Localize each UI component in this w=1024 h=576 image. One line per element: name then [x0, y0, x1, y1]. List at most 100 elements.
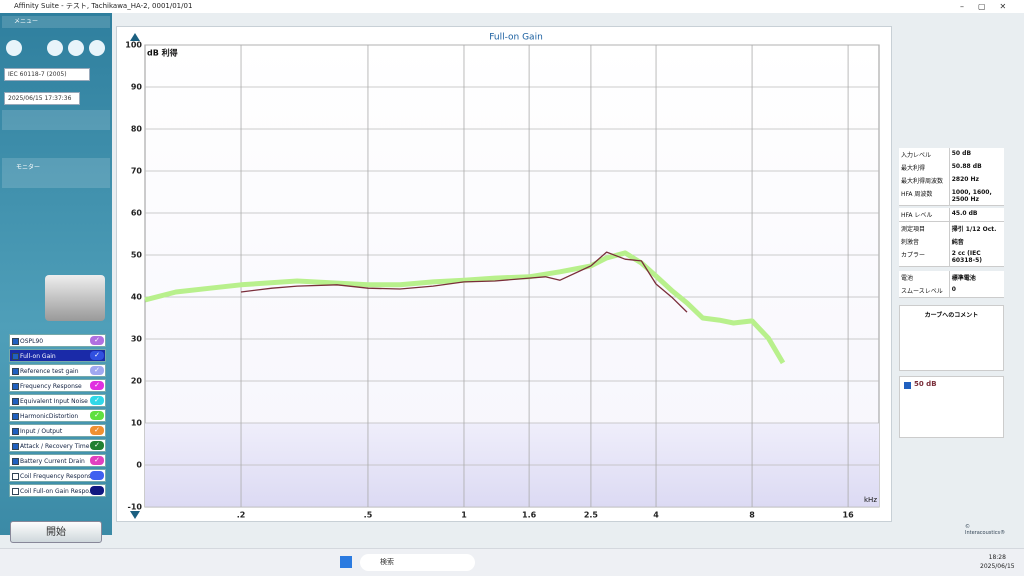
- test-item[interactable]: Full-on Gain ✓: [9, 349, 106, 362]
- test-item[interactable]: Equivalent Input Noise ✓: [9, 394, 106, 407]
- test-item[interactable]: HarmonicDistortion ✓: [9, 409, 106, 422]
- chart-panel: Full-on Gain -10 0 10 20 30 40 50 60 70 80 90 100 .2…: [116, 26, 892, 522]
- x-tick-label: 4: [653, 511, 659, 520]
- info-value: 50 dB: [951, 150, 972, 157]
- info-row: 電池 標準電池: [899, 271, 1004, 285]
- info-key: 電池: [899, 271, 950, 284]
- y-tick-label: 90: [131, 83, 143, 92]
- checkbox[interactable]: [12, 473, 19, 480]
- ear-icon[interactable]: [6, 40, 22, 56]
- toolbar: [2, 110, 110, 130]
- series-line: [144, 250, 786, 365]
- color-swatch: ✓: [90, 351, 104, 360]
- start-button[interactable]: 開始: [10, 521, 102, 543]
- test-item[interactable]: Coil Full-on Gain Respo...: [9, 484, 106, 497]
- y-tick-label: -10: [128, 503, 143, 512]
- checkbox[interactable]: [12, 428, 19, 435]
- test-label: HarmonicDistortion: [20, 413, 79, 420]
- checkbox[interactable]: [12, 458, 19, 465]
- info-value: 0: [951, 286, 956, 293]
- test-item[interactable]: Frequency Response ✓: [9, 379, 106, 392]
- y-tick-label: 20: [131, 377, 143, 386]
- legend-checkbox[interactable]: [904, 382, 911, 389]
- start-icon[interactable]: [340, 556, 352, 568]
- checkbox[interactable]: [12, 368, 19, 375]
- test-item[interactable]: Battery Current Drain ✓: [9, 454, 106, 467]
- title-bar: Affinity Suite - テスト, Tachikawa_HA-2, 00…: [0, 0, 1024, 13]
- test-label: Coil Frequency Response: [20, 473, 95, 480]
- test-label: Attack / Recovery Time: [20, 443, 90, 450]
- x-tick-label: 16: [843, 511, 855, 520]
- y-tick-label: 70: [131, 167, 143, 176]
- info-value: 45.0 dB: [951, 210, 978, 217]
- info-value: 1000, 1600, 2500 Hz: [951, 189, 992, 203]
- test-label: OSPL90: [20, 338, 44, 345]
- info-key: 測定項目: [899, 222, 950, 235]
- color-swatch: ✓: [90, 411, 104, 420]
- y-tick-label: 40: [131, 293, 143, 302]
- right-panel: 入力レベル 50 dB 最大利得 50.88 dB 最大利得周波数 2820 Hz HFA …: [895, 26, 1010, 536]
- test-label: Frequency Response: [20, 383, 82, 390]
- legend-label: 50 dB: [914, 380, 937, 388]
- test-item[interactable]: Attack / Recovery Time ✓: [9, 439, 106, 452]
- tool-icon[interactable]: [89, 40, 105, 56]
- standard-select[interactable]: IEC 60118-7 (2005): [4, 68, 90, 81]
- copyright: © Interacoustics®: [965, 524, 1006, 536]
- y-axis-arrow-down: [130, 511, 140, 519]
- color-swatch: [90, 486, 104, 495]
- x-tick-label: 1: [461, 511, 467, 520]
- menu-button[interactable]: メニュー: [2, 16, 110, 28]
- info-row: HFA レベル 45.0 dB: [899, 208, 1004, 222]
- tool-icon[interactable]: [47, 40, 63, 56]
- color-swatch: [90, 471, 104, 480]
- checkbox[interactable]: [12, 488, 19, 495]
- test-label: Battery Current Drain: [20, 458, 85, 465]
- x-tick-label: 2.5: [584, 511, 599, 520]
- y-tick-label: 0: [136, 461, 142, 470]
- info-key: 入力レベル: [899, 148, 950, 161]
- info-key: カプラー: [899, 248, 950, 266]
- chart-title: Full-on Gain: [489, 33, 543, 43]
- info-key: HFA 周波数: [899, 187, 950, 205]
- test-item[interactable]: OSPL90 ✓: [9, 334, 106, 347]
- search-box[interactable]: 検索: [360, 554, 475, 571]
- color-swatch: ✓: [90, 336, 104, 345]
- test-label: Coil Full-on Gain Respo...: [20, 488, 95, 495]
- date-select[interactable]: 2025/06/15 17:37:36: [4, 92, 80, 105]
- test-label: Input / Output: [20, 428, 63, 435]
- checkbox[interactable]: [12, 338, 19, 345]
- x-tick-label: .2: [237, 511, 246, 520]
- test-item[interactable]: Reference test gain ✓: [9, 364, 106, 377]
- y-axis-arrow-up: [130, 33, 140, 41]
- info-value: 2 cc (IEC 60318-5): [951, 250, 982, 264]
- info-row: スムースレベル 0: [899, 284, 1004, 298]
- info-value: 50.88 dB: [951, 163, 982, 170]
- color-swatch: ✓: [90, 441, 104, 450]
- info-row: 最大利得 50.88 dB: [899, 161, 1004, 175]
- y-axis-label: dB 利得: [147, 48, 178, 58]
- taskbar: 検索 18:28 2025/06/15: [0, 548, 1024, 576]
- checkbox[interactable]: [12, 413, 19, 420]
- color-swatch: ✓: [90, 426, 104, 435]
- info-value: 2820 Hz: [951, 176, 980, 183]
- info-row: HFA 周波数 1000, 1600, 2500 Hz: [899, 187, 1004, 206]
- checkbox[interactable]: [12, 353, 19, 360]
- checkbox[interactable]: [12, 398, 19, 405]
- tool-icon[interactable]: [68, 40, 84, 56]
- x-tick-label: .5: [364, 511, 373, 520]
- info-row: 測定項目 掃引 1/12 Oct.: [899, 222, 1004, 236]
- device-image: [45, 275, 105, 321]
- test-item[interactable]: Coil Frequency Response: [9, 469, 106, 482]
- y-tick-label: 30: [131, 335, 143, 344]
- y-tick-label: 60: [131, 209, 143, 218]
- info-row: 最大利得周波数 2820 Hz: [899, 174, 1004, 188]
- test-item[interactable]: Input / Output ✓: [9, 424, 106, 437]
- checkbox[interactable]: [12, 383, 19, 390]
- info-key: HFA レベル: [899, 208, 950, 221]
- monitor-checkbox[interactable]: モニター: [2, 158, 110, 188]
- window-controls[interactable]: –▢✕: [960, 2, 1021, 11]
- test-label: Reference test gain: [20, 368, 79, 375]
- color-swatch: ✓: [90, 456, 104, 465]
- checkbox[interactable]: [12, 443, 19, 450]
- info-key: 刺激音: [899, 235, 950, 248]
